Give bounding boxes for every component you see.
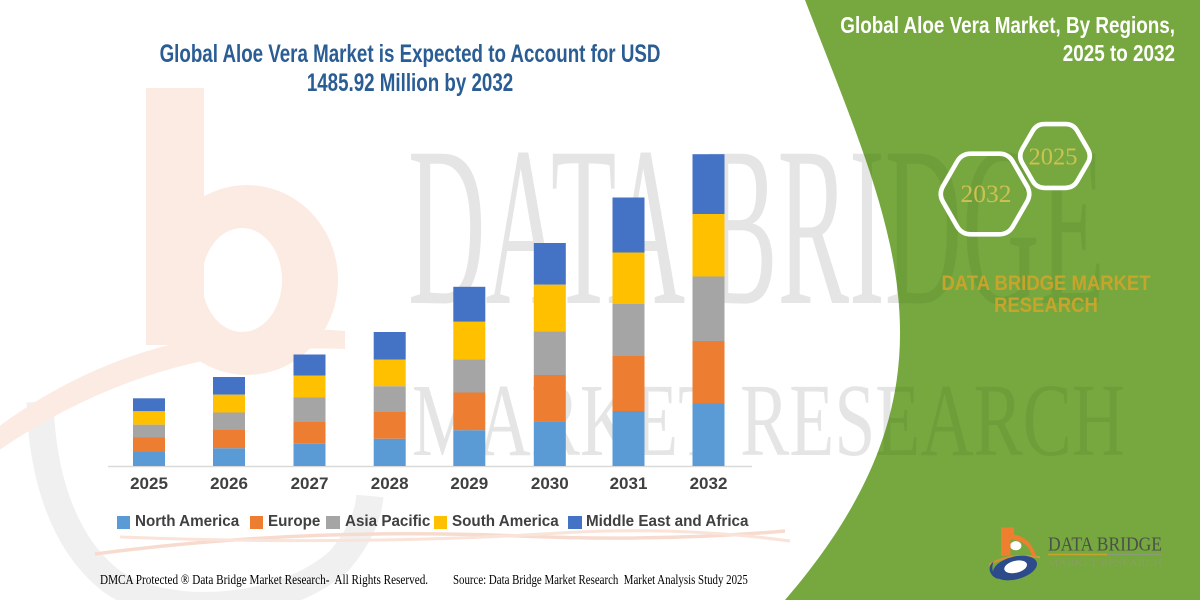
svg-text:MARKET RESEARCH: MARKET RESEARCH	[1048, 558, 1163, 568]
svg-text:DATA BRIDGE: DATA BRIDGE	[1048, 534, 1162, 556]
svg-text:2032: 2032	[961, 179, 1012, 208]
svg-text:2025: 2025	[1029, 144, 1078, 171]
